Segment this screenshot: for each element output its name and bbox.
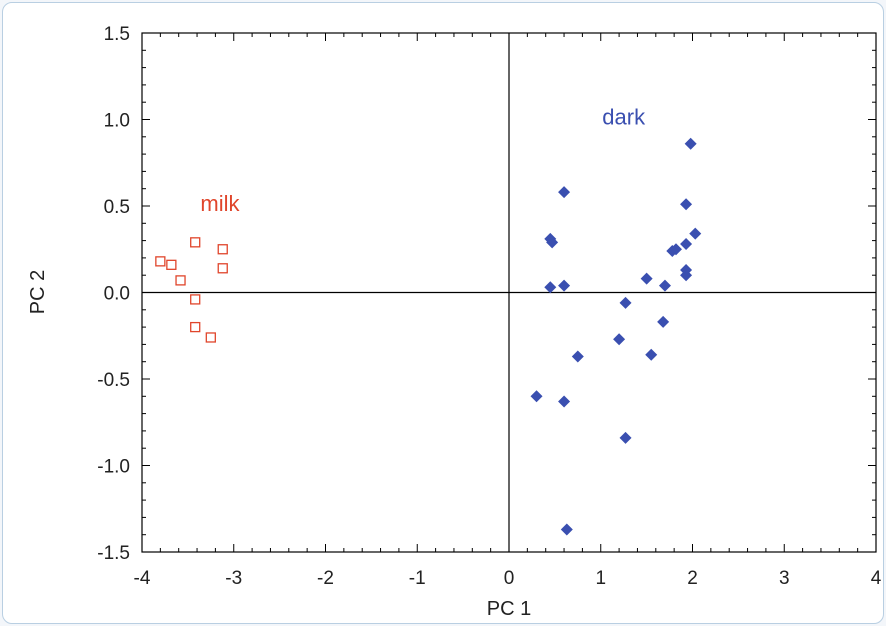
x-tick-label: 2 <box>687 568 698 589</box>
y-tick-label: 0.5 <box>104 197 130 218</box>
dark-point <box>546 236 559 249</box>
x-tick-label: -3 <box>225 568 242 589</box>
dark-point <box>558 186 571 199</box>
x-tick-label: 4 <box>871 568 882 589</box>
dark-point <box>613 333 626 346</box>
x-tick-label: 1 <box>595 568 606 589</box>
x-tick-label: -1 <box>409 568 426 589</box>
dark-point <box>680 269 693 282</box>
dark-point <box>689 227 702 240</box>
dark-point <box>684 137 697 150</box>
dark-point <box>680 238 693 251</box>
y-tick-label: 0.0 <box>104 284 130 305</box>
x-tick-label: -4 <box>134 568 151 589</box>
milk-point <box>205 332 216 343</box>
dark-point <box>530 390 543 403</box>
dark-point <box>619 296 632 309</box>
dark-point <box>658 279 671 292</box>
data-points <box>155 137 702 536</box>
dark-point <box>544 281 557 294</box>
dark-point <box>640 272 653 285</box>
milk-point <box>217 244 228 255</box>
dark-point <box>619 431 632 444</box>
y-tick-label: -1.0 <box>97 457 130 478</box>
y-tick-label: 1.5 <box>104 24 130 45</box>
x-tick-label: -2 <box>317 568 334 589</box>
dark-point <box>571 350 584 363</box>
milk-point <box>166 259 177 270</box>
annotation-dark: dark <box>602 105 646 130</box>
dark-point <box>680 198 693 211</box>
annotations: milk dark <box>200 105 646 217</box>
y-tick-label: -0.5 <box>97 370 130 391</box>
dark-point <box>645 348 658 361</box>
milk-point <box>155 256 166 267</box>
x-tick-label: 3 <box>779 568 790 589</box>
y-axis-label: PC 2 <box>27 270 49 314</box>
milk-point <box>175 275 186 286</box>
axes: -4 -3 -2 -1 0 1 2 3 4 1.5 1.0 0.5 0.0 -0.5 -1.0 -1.5 <box>97 24 881 589</box>
dark-point <box>560 523 573 536</box>
dark-point <box>657 315 670 328</box>
dark-point <box>669 243 682 256</box>
x-axis-label: PC 1 <box>487 598 531 620</box>
milk-point <box>217 263 228 274</box>
milk-point <box>190 321 201 333</box>
dark-point <box>558 395 571 408</box>
y-tick-label: 1.0 <box>104 111 130 132</box>
milk-point <box>190 294 201 305</box>
annotation-milk: milk <box>200 191 240 216</box>
milk-point <box>190 237 201 248</box>
x-tick-label: 0 <box>504 568 515 589</box>
y-tick-label: -1.5 <box>97 543 130 564</box>
dark-point <box>558 279 571 292</box>
